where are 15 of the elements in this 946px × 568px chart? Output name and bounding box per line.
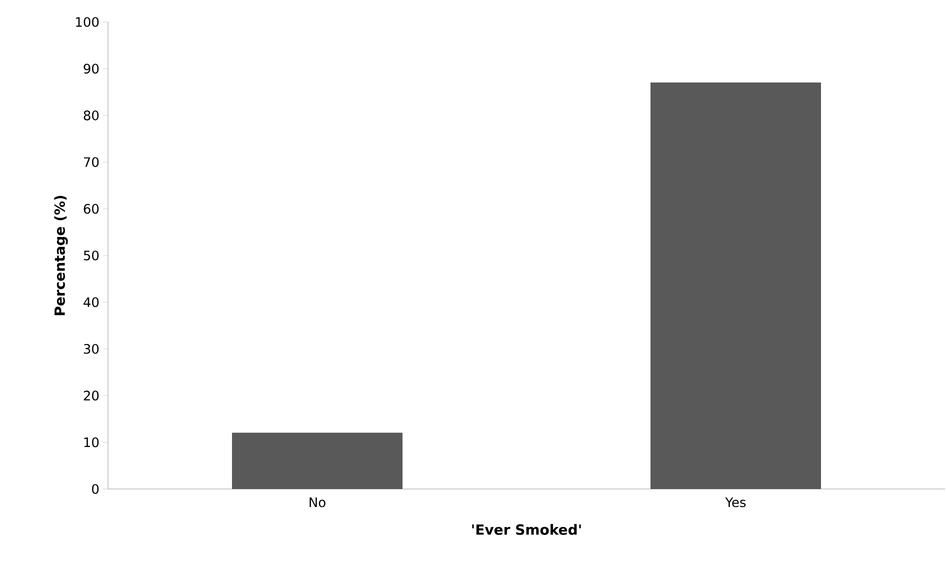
y-tick-label: 10 xyxy=(84,437,99,448)
y-tick-label: 30 xyxy=(84,344,99,354)
y-tick-label: 20 xyxy=(84,390,99,401)
y-tick-label: 100 xyxy=(76,17,99,27)
x-axis-title: 'Ever Smoked' xyxy=(472,524,581,535)
y-axis-title: Percentage (%) xyxy=(54,196,68,316)
y-tick-label: 80 xyxy=(84,110,99,120)
y-tick-label: 60 xyxy=(84,204,99,214)
y-tick-label: 70 xyxy=(84,157,99,168)
y-tick-label: 40 xyxy=(84,297,99,308)
x-tick-label: Yes xyxy=(725,498,746,508)
y-tick-label: 50 xyxy=(84,250,99,260)
x-tick-label: No xyxy=(310,498,326,508)
y-tick-label: 0 xyxy=(92,484,99,494)
y-tick-label: 90 xyxy=(84,64,99,74)
